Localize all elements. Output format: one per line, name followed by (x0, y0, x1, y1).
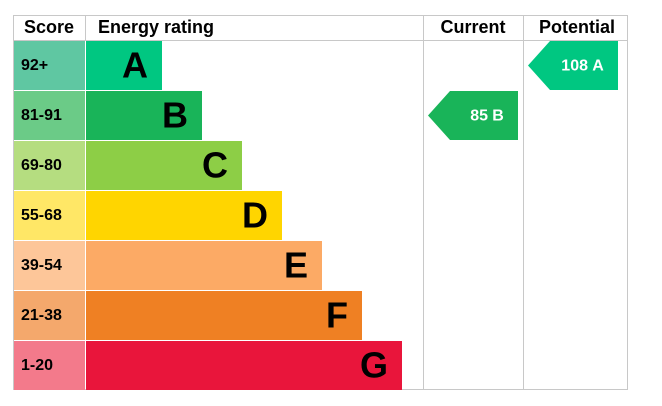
rating-bar (86, 141, 242, 190)
current-score: 85 (470, 108, 488, 125)
header-score: Score (24, 17, 74, 37)
score-range: 39-54 (21, 257, 62, 274)
score-cell (14, 141, 85, 190)
rating-bar (86, 241, 322, 290)
rating-bar (86, 291, 362, 340)
score-range: 69-80 (21, 157, 62, 174)
rating-letter: A (122, 45, 148, 86)
score-range: 21-38 (21, 307, 62, 324)
header-potential: Potential (539, 17, 615, 37)
rating-letter: B (162, 95, 188, 136)
rating-letter: C (202, 145, 228, 186)
current-letter: B (492, 108, 504, 125)
potential-arrow (528, 41, 618, 90)
score-cell (14, 41, 85, 90)
potential-letter: A (592, 58, 604, 75)
rating-letter: E (284, 245, 308, 286)
score-cell (14, 191, 85, 240)
score-cell (14, 91, 85, 140)
rating-letter: G (360, 345, 388, 386)
score-range: 1-20 (21, 357, 53, 374)
rating-bar (86, 191, 282, 240)
score-cell (14, 291, 85, 340)
header-current: Current (440, 17, 505, 37)
potential-score: 108 (561, 58, 588, 75)
score-cell (14, 341, 85, 390)
score-range: 55-68 (21, 207, 62, 224)
score-range: 81-91 (21, 107, 62, 124)
header-rating: Energy rating (98, 17, 214, 37)
score-cell (14, 241, 85, 290)
current-arrow (428, 91, 518, 140)
rating-bar (86, 41, 162, 90)
rating-letter: D (242, 195, 268, 236)
rating-bar (86, 341, 402, 390)
score-range: 92+ (21, 57, 48, 74)
rating-letter: F (326, 295, 348, 336)
rating-bar (86, 91, 202, 140)
